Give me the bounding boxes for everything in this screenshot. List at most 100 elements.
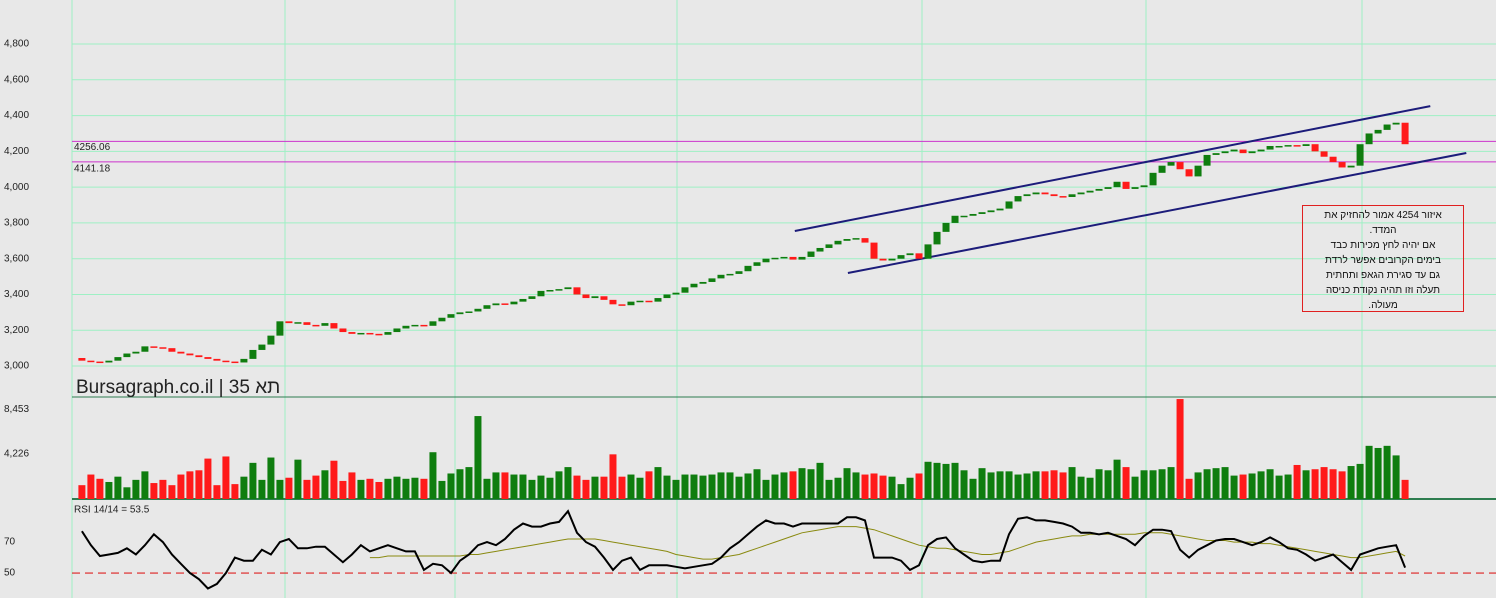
volume-bar <box>411 477 419 499</box>
volume-bar <box>555 471 563 499</box>
volume-bar <box>384 478 392 499</box>
candle <box>582 294 590 299</box>
volume-bar <box>159 479 167 499</box>
volume-bar <box>141 471 149 499</box>
volume-bar <box>1320 467 1328 499</box>
volume-bar <box>339 480 347 499</box>
candle <box>312 324 320 327</box>
volume-bar <box>231 484 239 499</box>
volume-bar <box>726 472 734 499</box>
volume-bar <box>1068 467 1076 499</box>
candle <box>1338 162 1346 168</box>
volume-bar <box>600 476 608 499</box>
volume-bar <box>1302 470 1310 499</box>
y-tick-label: 3,800 <box>4 218 29 229</box>
candle <box>420 324 428 327</box>
candle <box>1347 165 1355 168</box>
candle <box>321 323 329 326</box>
volume-bar <box>528 479 536 499</box>
candle <box>348 332 356 334</box>
candle <box>357 332 365 335</box>
volume-bar <box>186 471 194 499</box>
volume-bar <box>321 470 329 499</box>
volume-bar <box>1194 472 1202 499</box>
volume-bar <box>582 479 590 499</box>
volume-bar <box>1230 475 1238 499</box>
candle <box>258 344 266 350</box>
volume-bar <box>1023 473 1031 499</box>
candle <box>573 287 581 295</box>
watermark: Bursagraph.co.il | תא 35 <box>76 377 280 398</box>
volume-bar <box>1014 474 1022 499</box>
volume-bar <box>465 467 473 499</box>
candle <box>213 358 221 361</box>
volume-bar <box>924 461 932 499</box>
volume-bar <box>204 458 212 499</box>
volume-bar <box>222 456 230 499</box>
volume-bar <box>393 476 401 499</box>
annotation-line: גם עד סגירת הגאפ ותחתית <box>1325 270 1441 281</box>
y-tick-label: 4,000 <box>4 182 29 193</box>
candle <box>222 360 230 363</box>
candle <box>1383 124 1391 130</box>
candle <box>960 215 968 218</box>
candle <box>717 274 725 279</box>
volume-bar <box>717 472 725 499</box>
volume-bar <box>294 459 302 499</box>
y-tick-label: 3,000 <box>4 361 29 372</box>
candle <box>177 351 185 354</box>
candle <box>483 305 491 309</box>
volume-bar <box>1167 467 1175 499</box>
volume-bar <box>87 474 95 499</box>
volume-bar <box>573 475 581 499</box>
candle <box>366 332 374 335</box>
volume-bar <box>1158 469 1166 499</box>
candle <box>744 265 752 272</box>
candle <box>645 300 653 303</box>
volume-bar <box>915 473 923 499</box>
volume-bar <box>1032 471 1040 499</box>
volume-bar <box>402 478 410 499</box>
volume-bar <box>825 479 833 499</box>
candle <box>906 253 914 256</box>
candle <box>1329 156 1337 163</box>
volume-bar <box>1356 463 1364 499</box>
volume-bar <box>1365 445 1373 499</box>
volume-bar <box>798 468 806 499</box>
volume-bar <box>960 470 968 499</box>
volume-bar <box>1005 471 1013 499</box>
volume-bar <box>1284 474 1292 499</box>
candle <box>843 239 851 241</box>
candle <box>1059 196 1067 198</box>
volume-bar <box>312 475 320 499</box>
candle <box>330 323 338 329</box>
volume-bar <box>357 479 365 499</box>
volume-bar <box>96 478 104 499</box>
candle <box>753 262 761 266</box>
volume-bar <box>843 468 851 499</box>
volume-bar <box>1311 469 1319 499</box>
volume-bar <box>240 476 248 499</box>
volume-bar <box>1095 469 1103 499</box>
volume-bar <box>1149 470 1157 499</box>
volume-bar <box>1221 467 1229 499</box>
candle <box>798 256 806 260</box>
candle <box>825 244 833 248</box>
volume-bar <box>789 471 797 499</box>
volume-bar <box>879 475 887 499</box>
candle <box>1176 162 1184 170</box>
volume-bar <box>177 474 185 499</box>
volume-bar <box>978 468 986 499</box>
candle <box>807 251 815 257</box>
candle <box>1077 192 1085 195</box>
candle <box>285 321 293 324</box>
candle <box>1311 144 1319 152</box>
volume-bar <box>1212 468 1220 499</box>
candle <box>618 304 626 306</box>
candle <box>438 317 446 322</box>
rsi-line <box>369 526 1406 560</box>
candle <box>636 300 644 303</box>
y-tick-label: 4,200 <box>4 146 29 157</box>
candle <box>555 289 563 291</box>
candle <box>1023 194 1031 197</box>
